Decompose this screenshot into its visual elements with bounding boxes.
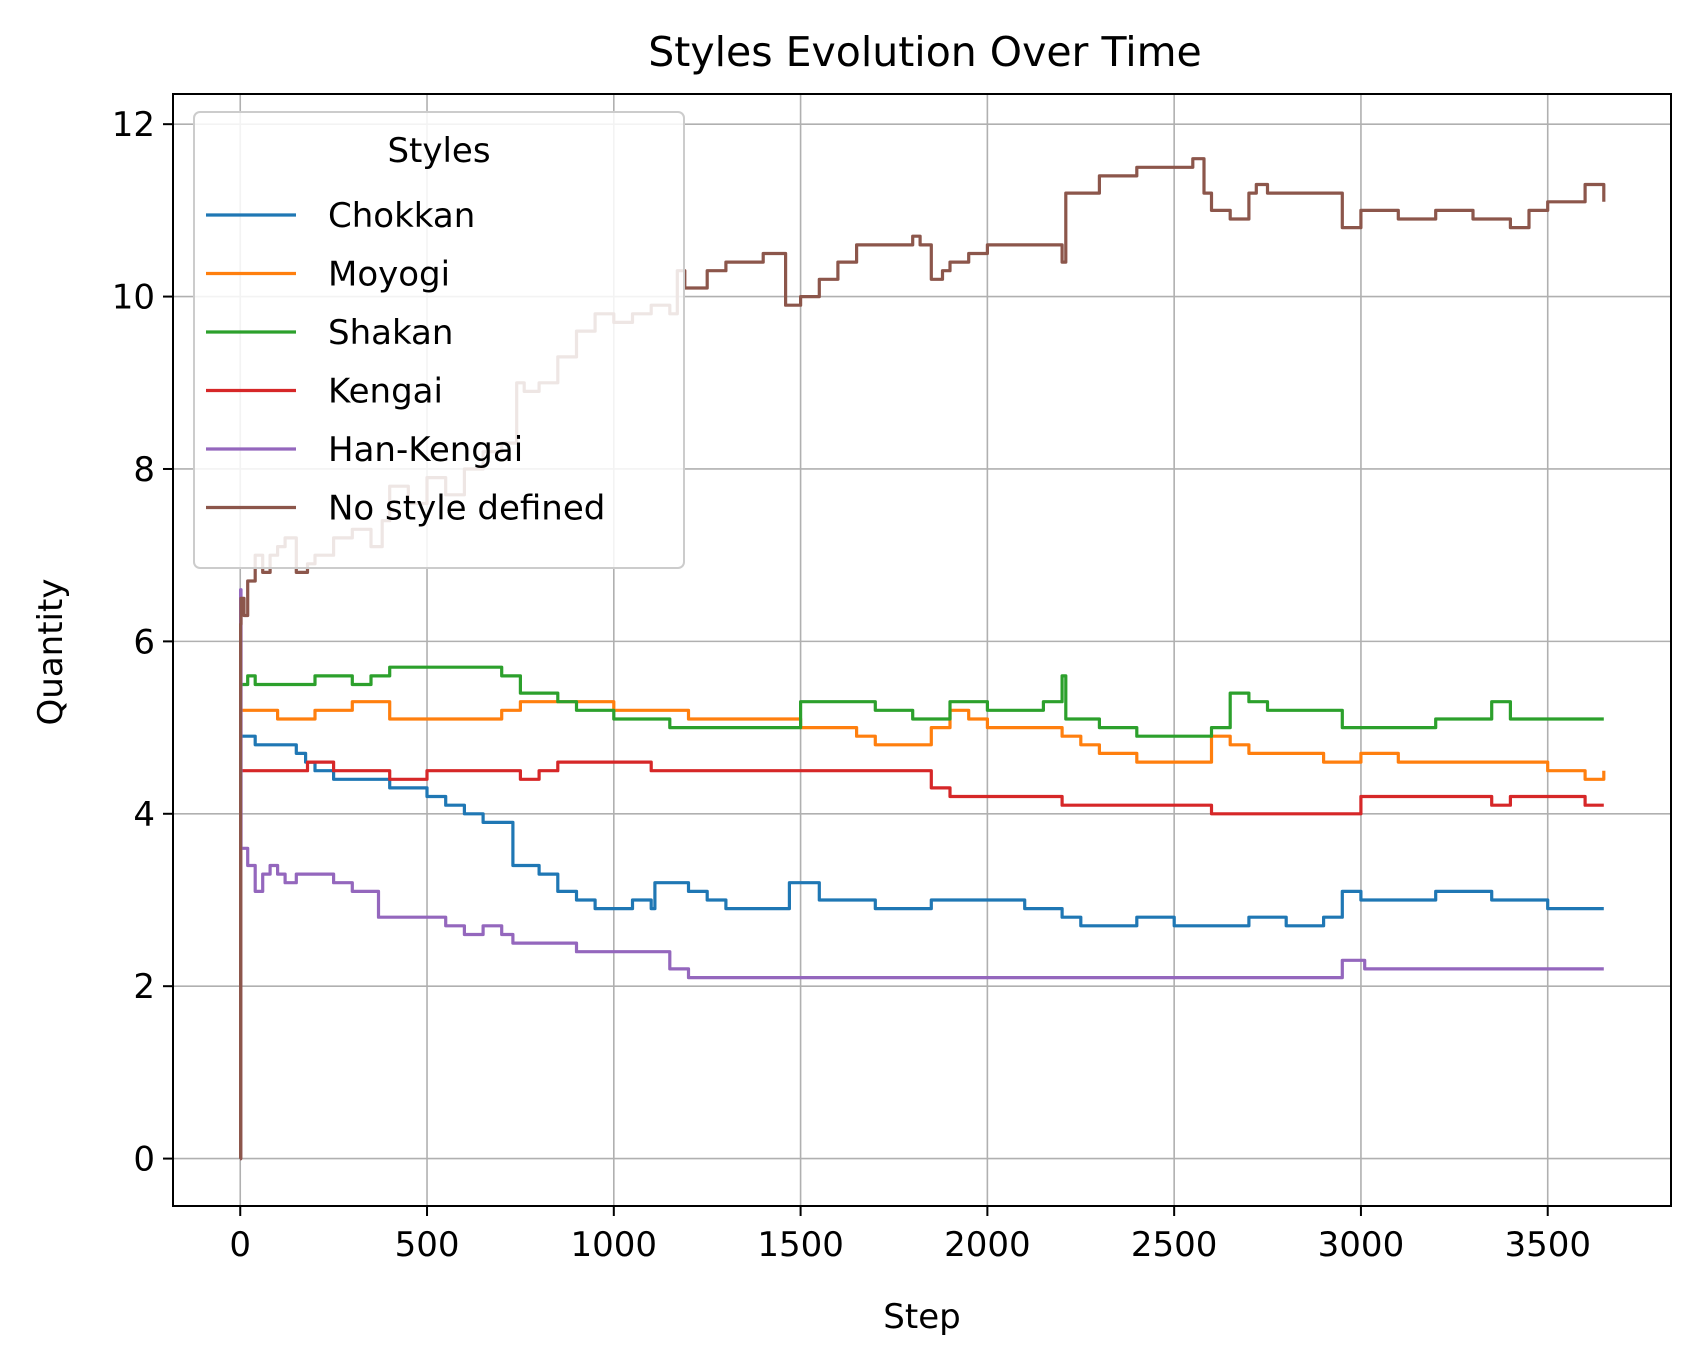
- y-tick-label: 12: [112, 105, 155, 145]
- y-axis-ticks: 0 2 4 6 8 10 12: [112, 105, 173, 1180]
- y-axis-label: Quantity: [31, 579, 71, 726]
- series-line-moyogi: [239, 700, 1606, 1161]
- x-tick-label: 2000: [944, 1225, 1031, 1265]
- legend-label-chokkan: Chokkan: [328, 196, 475, 236]
- legend-label-kengai: Kengai: [328, 372, 443, 412]
- series-line-chokkan: [239, 734, 1604, 1161]
- chart-title: Styles Evolution Over Time: [648, 28, 1202, 76]
- x-tick-label: 3500: [1504, 1225, 1591, 1265]
- legend-items: Chokkan Moyogi Shakan Kengai Han-Kengai No st…: [206, 196, 605, 529]
- series-line-han-kengai: [239, 588, 1604, 1161]
- series-line-kengai: [239, 760, 1604, 1161]
- x-tick-label: 3000: [1318, 1225, 1405, 1265]
- legend-label-shakan: Shakan: [328, 313, 453, 353]
- y-tick-label: 10: [112, 278, 155, 318]
- x-tick-label: 1500: [757, 1225, 844, 1265]
- legend-label-han-kengai: Han-Kengai: [328, 430, 523, 470]
- legend-title: Styles: [387, 131, 490, 171]
- plot-frame: [172, 93, 1672, 1207]
- x-tick-label: 2500: [1131, 1225, 1218, 1265]
- legend-box: [193, 111, 685, 569]
- y-tick-label: 0: [133, 1140, 155, 1180]
- x-axis-label: Step: [883, 1297, 960, 1337]
- y-tick-label: 4: [133, 795, 155, 835]
- y-tick-label: 2: [133, 967, 155, 1007]
- x-tick-label: 0: [229, 1225, 251, 1265]
- x-tick-label: 500: [395, 1225, 460, 1265]
- series-line-shakan: [239, 665, 1604, 1161]
- legend: Styles Chokkan Moyogi Shakan Kengai Han-Keng…: [193, 111, 685, 569]
- legend-label-no-style-defined: No style defined: [328, 489, 605, 529]
- legend-label-moyogi: Moyogi: [328, 255, 450, 295]
- y-tick-label: 6: [133, 622, 155, 662]
- x-tick-label: 1000: [571, 1225, 658, 1265]
- x-axis-ticks: 0 500 1000 1500 2000 2500 3000 3500: [229, 1206, 1591, 1265]
- y-tick-label: 8: [133, 450, 155, 490]
